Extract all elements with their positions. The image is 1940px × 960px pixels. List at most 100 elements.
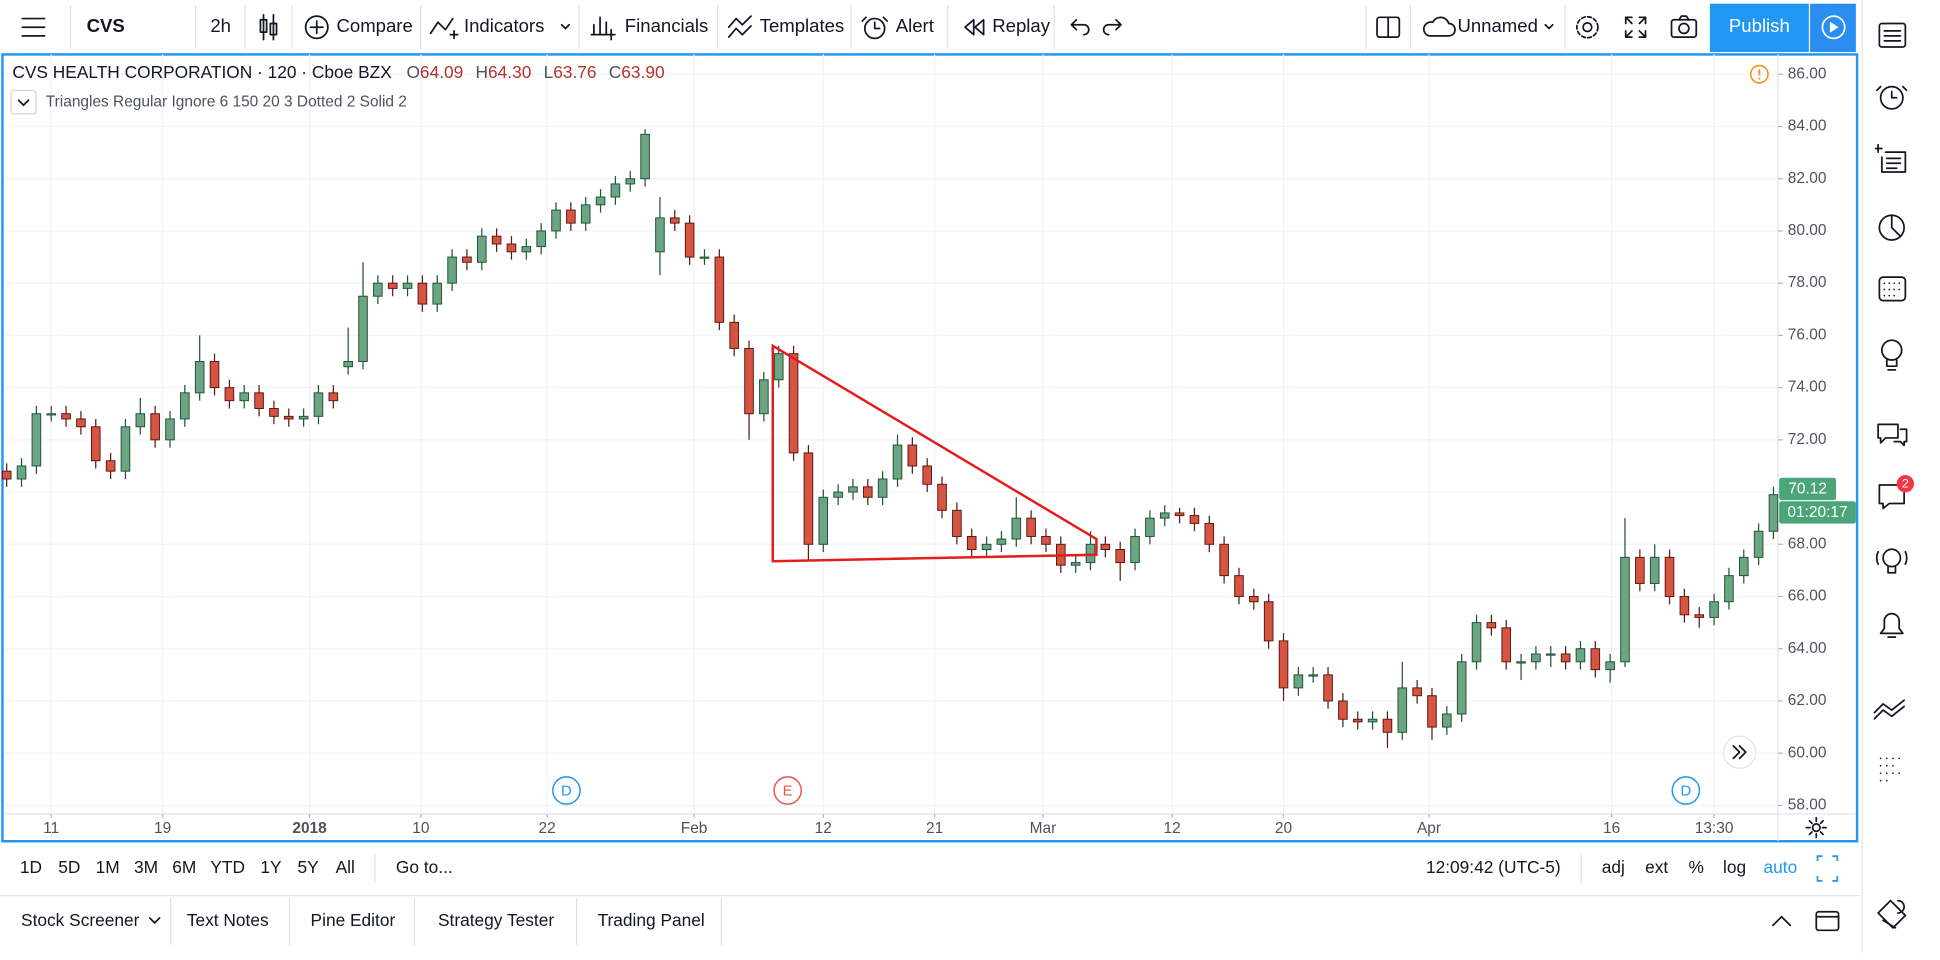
dropdown-arrow[interactable] bbox=[1544, 23, 1554, 30]
panel-tab[interactable]: Strategy Tester bbox=[438, 910, 554, 930]
dom-button[interactable] bbox=[1879, 757, 1901, 782]
candle-body bbox=[1219, 543, 1229, 577]
candle-body bbox=[669, 217, 680, 224]
range-button[interactable]: 5Y bbox=[297, 857, 319, 877]
hotlist-button[interactable] bbox=[1878, 214, 1905, 241]
candle-body bbox=[1531, 653, 1541, 663]
financials-icon[interactable] bbox=[590, 16, 616, 41]
scroll-to-realtime[interactable] bbox=[1722, 735, 1757, 769]
candle-body bbox=[1070, 562, 1081, 566]
calendar-button[interactable] bbox=[1878, 276, 1907, 302]
warning-icon[interactable] bbox=[1749, 64, 1769, 84]
trading-button[interactable] bbox=[1873, 699, 1905, 720]
notifications-button[interactable] bbox=[1879, 612, 1904, 638]
templates-label[interactable]: Templates bbox=[760, 15, 845, 36]
scale-option[interactable]: adj bbox=[1602, 857, 1625, 877]
indicators-label[interactable]: Indicators bbox=[464, 15, 544, 36]
axis-settings[interactable] bbox=[1805, 816, 1828, 839]
dropdown-arrow[interactable] bbox=[148, 917, 161, 924]
indicators-icon[interactable] bbox=[429, 17, 459, 40]
publish-label[interactable]: Publish bbox=[1729, 15, 1790, 36]
candle-body bbox=[1427, 695, 1437, 728]
event-label[interactable]: D bbox=[1681, 784, 1692, 800]
range-button[interactable]: 5D bbox=[58, 857, 80, 877]
snapshot-button[interactable] bbox=[1670, 15, 1698, 38]
collapse-button[interactable] bbox=[1772, 915, 1792, 927]
triangle-drawing[interactable] bbox=[771, 343, 1098, 563]
range-button[interactable]: YTD bbox=[210, 857, 245, 877]
candle-body bbox=[462, 256, 472, 263]
event-label[interactable]: E bbox=[783, 784, 793, 800]
compare-label[interactable]: Compare bbox=[337, 15, 413, 36]
alert-icon[interactable] bbox=[861, 16, 888, 40]
candle-body bbox=[1471, 622, 1482, 663]
candle-body bbox=[1263, 601, 1274, 642]
event-marker[interactable] bbox=[1671, 776, 1701, 805]
templates-icon[interactable] bbox=[727, 15, 752, 38]
menu-button[interactable] bbox=[21, 17, 46, 37]
replay-icon[interactable] bbox=[964, 18, 985, 36]
layout-button[interactable] bbox=[1376, 16, 1401, 38]
candle-body bbox=[150, 413, 160, 441]
candle-body bbox=[506, 243, 517, 253]
range-button[interactable]: 1D bbox=[20, 857, 42, 877]
range-button[interactable]: 1M bbox=[96, 857, 120, 877]
panel-tab[interactable]: Text Notes bbox=[187, 910, 269, 930]
range-button[interactable]: 3M bbox=[134, 857, 158, 877]
compare-button[interactable] bbox=[304, 15, 329, 40]
layout-name[interactable]: Unnamed bbox=[1457, 15, 1537, 36]
help-button[interactable] bbox=[1877, 899, 1907, 929]
chart-style-button[interactable] bbox=[259, 13, 278, 41]
candle-body bbox=[818, 496, 829, 545]
event-marker[interactable] bbox=[552, 776, 581, 805]
settings-button[interactable] bbox=[1576, 15, 1599, 39]
range-button[interactable]: All bbox=[336, 857, 355, 877]
candle-body bbox=[254, 392, 264, 410]
scale-option[interactable]: log bbox=[1723, 857, 1746, 877]
chart-title: CVS HEALTH CORPORATION · 120 · Cboe BZX bbox=[12, 62, 392, 82]
indicator-toggle[interactable] bbox=[10, 89, 37, 115]
alert-label[interactable]: Alert bbox=[896, 15, 935, 36]
candle-body bbox=[773, 353, 784, 381]
range-button[interactable]: 6M bbox=[172, 857, 196, 877]
last-price-box bbox=[1779, 477, 1837, 501]
candle-body bbox=[937, 483, 947, 511]
data-window-button[interactable] bbox=[1874, 143, 1907, 173]
goto-button[interactable]: Go to... bbox=[396, 857, 453, 877]
replay-label[interactable]: Replay bbox=[992, 15, 1050, 36]
scale-option[interactable]: ext bbox=[1645, 857, 1668, 877]
watchlist-button[interactable] bbox=[1878, 22, 1907, 48]
redo-button[interactable] bbox=[1102, 18, 1122, 36]
dropdown-arrow[interactable] bbox=[560, 23, 570, 30]
panel-tab[interactable]: Stock Screener bbox=[21, 910, 140, 930]
event-marker[interactable] bbox=[773, 776, 802, 805]
panel-tab[interactable]: Pine Editor bbox=[311, 910, 396, 930]
alerts-button[interactable] bbox=[1876, 85, 1908, 110]
chart-frame bbox=[1, 53, 1859, 843]
candle-body bbox=[31, 413, 42, 467]
undo-button[interactable] bbox=[1070, 18, 1090, 36]
scale-option[interactable]: % bbox=[1689, 857, 1704, 877]
publish-button[interactable]: Publish bbox=[1709, 3, 1809, 52]
candle-body bbox=[788, 353, 799, 454]
interval[interactable]: 2h bbox=[210, 15, 231, 36]
cloud-icon[interactable] bbox=[1423, 16, 1456, 37]
financials-label[interactable]: Financials bbox=[625, 15, 709, 36]
candle-body bbox=[358, 295, 368, 363]
fullscreen-button[interactable] bbox=[1624, 16, 1647, 38]
candle-body bbox=[1249, 596, 1259, 603]
scale-option[interactable]: auto bbox=[1764, 857, 1798, 877]
maximize-button[interactable] bbox=[1815, 910, 1840, 932]
event-label[interactable]: D bbox=[561, 784, 572, 800]
chat-button[interactable] bbox=[1877, 423, 1908, 447]
symbol[interactable]: CVS bbox=[87, 15, 125, 36]
ideas-button[interactable] bbox=[1880, 339, 1903, 371]
play-button[interactable] bbox=[1810, 3, 1856, 52]
streams-button[interactable] bbox=[1875, 548, 1908, 574]
auto-fit-button[interactable] bbox=[1816, 855, 1839, 882]
messages-button[interactable]: 2 bbox=[1878, 475, 1915, 510]
candle-body bbox=[907, 444, 918, 467]
candle-body bbox=[922, 465, 932, 485]
panel-tab[interactable]: Trading Panel bbox=[598, 910, 705, 930]
range-button[interactable]: 1Y bbox=[260, 857, 282, 877]
